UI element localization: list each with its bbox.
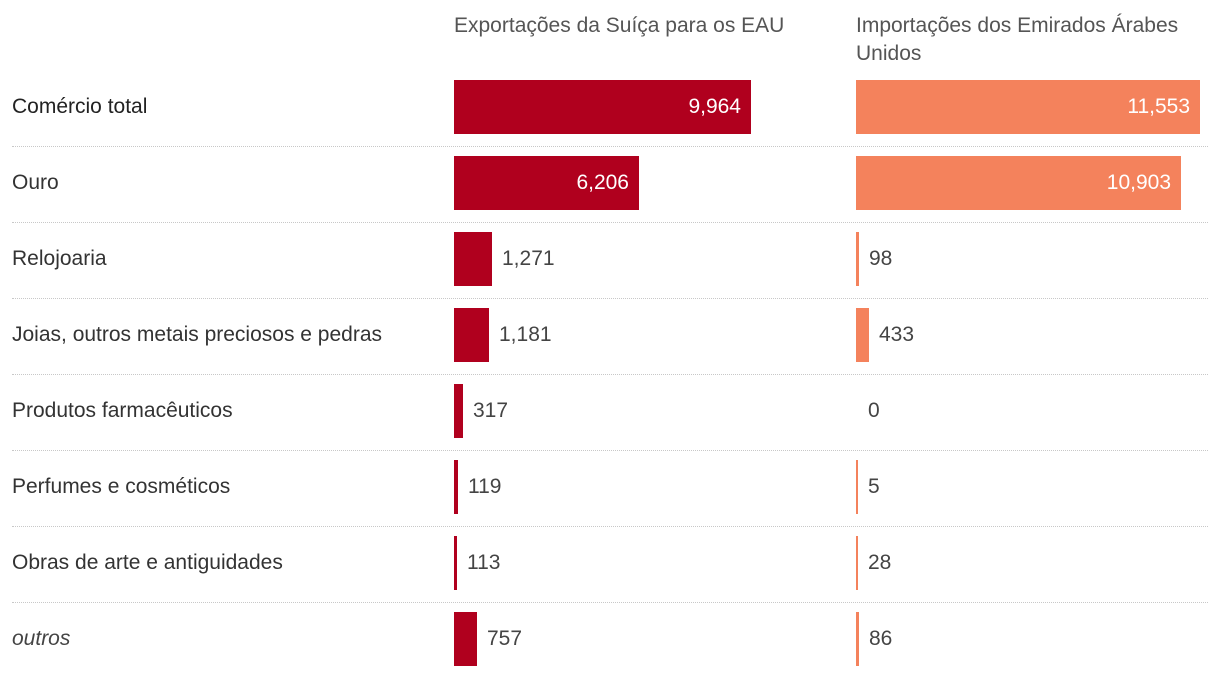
chart-row: Obras de arte e antiguidades 113 28 — [0, 536, 1220, 612]
exports-column-title: Exportações da Suíça para os EAU — [454, 14, 785, 37]
imports-bar — [856, 156, 1181, 210]
row-divider — [12, 602, 1208, 603]
row-divider — [12, 146, 1208, 147]
exports-value-label: 1,271 — [502, 247, 555, 270]
exports-bar — [454, 308, 489, 362]
exports-value-label: 757 — [487, 627, 523, 650]
category-label: Joias, outros metais preciosos e pedras — [12, 323, 383, 346]
exports-value-label: 1,181 — [499, 323, 552, 346]
category-label: Produtos farmacêuticos — [12, 399, 233, 422]
imports-value-label: 11,553 — [1127, 95, 1190, 118]
category-label: Comércio total — [12, 95, 148, 118]
chart-row: Produtos farmacêuticos 317 0 — [0, 384, 1220, 460]
row-divider — [12, 450, 1208, 451]
exports-value-label: 119 — [468, 475, 502, 498]
category-label: Relojoaria — [12, 247, 107, 270]
imports-value-label: 86 — [869, 627, 893, 650]
chart-row: Ouro 6,206 10,903 — [0, 156, 1220, 232]
exports-bar — [454, 80, 751, 134]
chart-row: Comércio total 9,964 11,553 — [0, 80, 1220, 156]
chart-row: Joias, outros metais preciosos e pedras 1… — [0, 308, 1220, 384]
exports-bar — [454, 460, 458, 514]
row-divider — [12, 526, 1208, 527]
category-label: outros — [12, 627, 71, 650]
imports-bar — [856, 308, 869, 362]
exports-bar — [454, 612, 477, 666]
imports-bar — [856, 80, 1200, 134]
exports-bar — [454, 536, 457, 590]
category-label: Perfumes e cosméticos — [12, 475, 231, 498]
imports-bar — [856, 232, 859, 286]
exports-bar — [454, 384, 463, 438]
imports-value-label: 0 — [868, 399, 880, 422]
row-divider — [12, 298, 1208, 299]
row-divider — [12, 222, 1208, 223]
category-label: Ouro — [12, 171, 59, 194]
imports-value-label: 433 — [879, 323, 915, 346]
exports-bar — [454, 156, 639, 210]
imports-value-label: 28 — [868, 551, 892, 574]
chart-row: outros 757 86 — [0, 612, 1220, 688]
chart-row: Relojoaria 1,271 98 — [0, 232, 1220, 308]
imports-column-title: Importações dos Emirados Árabes Unidos — [856, 14, 1179, 65]
exports-value-label: 6,206 — [576, 171, 629, 194]
imports-bar — [856, 612, 859, 666]
imports-bar — [856, 536, 858, 590]
exports-bar — [454, 232, 492, 286]
imports-bar — [856, 460, 858, 514]
chart-row: Perfumes e cosméticos 119 5 — [0, 460, 1220, 536]
exports-value-label: 113 — [467, 551, 501, 574]
imports-value-label: 10,903 — [1106, 171, 1171, 194]
imports-value-label: 5 — [868, 475, 880, 498]
imports-value-label: 98 — [869, 247, 893, 270]
category-label: Obras de arte e antiguidades — [12, 551, 283, 574]
exports-value-label: 317 — [473, 399, 509, 422]
row-divider — [12, 374, 1208, 375]
exports-value-label: 9,964 — [688, 95, 741, 118]
